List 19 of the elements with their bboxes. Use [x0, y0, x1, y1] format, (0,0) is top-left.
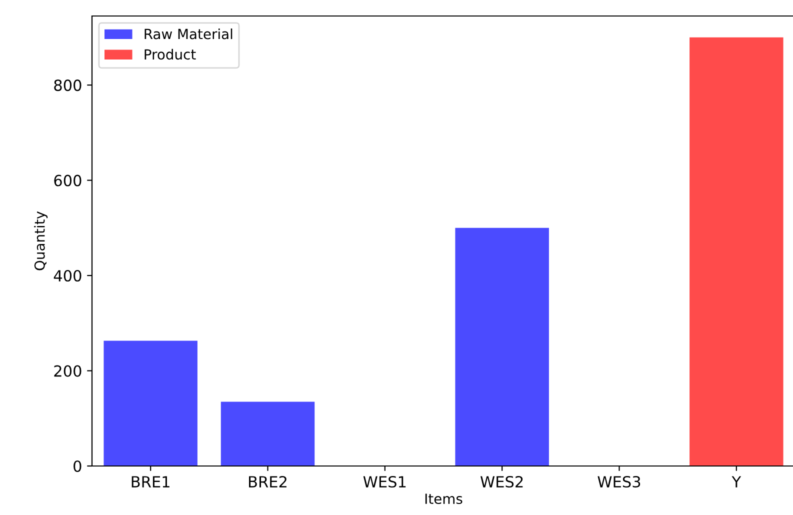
x-tick-label: BRE1 — [132, 476, 170, 488]
bar — [455, 228, 549, 466]
y-tick-label: 800 — [54, 80, 82, 92]
x-tick-label: BRE2 — [249, 476, 286, 488]
legend-label: Raw Material — [144, 28, 232, 40]
y-axis-title: Quantity — [34, 211, 48, 270]
x-tick-label: WES2 — [480, 476, 523, 488]
bar — [690, 37, 784, 466]
x-tick-label: WES3 — [598, 476, 640, 488]
legend-label: Product — [144, 48, 196, 60]
y-tick-label: 0 — [74, 460, 82, 472]
x-tick-label: WES1 — [363, 476, 406, 488]
bar — [220, 402, 315, 466]
x-tick-label: Y — [732, 476, 742, 488]
y-tick-label: 600 — [54, 174, 82, 186]
bar — [104, 340, 198, 466]
x-axis-title: Items — [425, 494, 462, 504]
y-tick-label: 400 — [54, 270, 82, 282]
y-tick-label: 200 — [54, 365, 82, 377]
